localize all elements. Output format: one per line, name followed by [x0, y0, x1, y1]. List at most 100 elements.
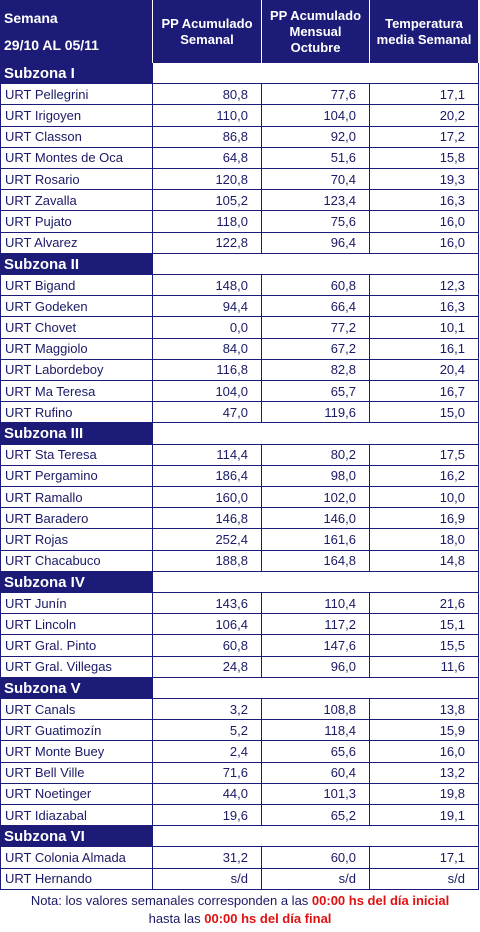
value-cell: 77,2 [262, 317, 370, 339]
value-cell: 16,3 [370, 190, 479, 212]
value-cell: 16,0 [370, 741, 479, 763]
value-cell: 64,8 [153, 147, 262, 169]
value-cell: 101,3 [262, 783, 370, 805]
value-cell: 16,0 [370, 232, 479, 254]
value-cell: 16,1 [370, 338, 479, 360]
note-text: hasta las [148, 911, 205, 926]
header-label: Semana [4, 9, 58, 26]
station-name: URT Zavalla [0, 190, 153, 212]
value-cell: 70,4 [262, 169, 370, 191]
station-name: URT Gral. Villegas [0, 656, 153, 678]
value-cell: 60,8 [262, 275, 370, 297]
value-cell: 19,3 [370, 169, 479, 191]
value-cell: 116,8 [153, 359, 262, 381]
station-name: URT Classon [0, 126, 153, 148]
value-cell: 60,4 [262, 762, 370, 784]
value-cell: 71,6 [153, 762, 262, 784]
value-cell: 31,2 [153, 847, 262, 869]
value-cell: 92,0 [262, 126, 370, 148]
subzone-title: Subzona VI [0, 826, 153, 848]
station-name: URT Monte Buey [0, 741, 153, 763]
value-cell: 51,6 [262, 147, 370, 169]
value-cell: 13,2 [370, 762, 479, 784]
subzone-title: Subzona IV [0, 571, 153, 593]
value-cell: 60,8 [153, 635, 262, 657]
value-cell: 77,6 [262, 84, 370, 106]
value-cell: 186,4 [153, 465, 262, 487]
value-cell: 105,2 [153, 190, 262, 212]
value-cell: 65,6 [262, 741, 370, 763]
blank-cell [153, 253, 479, 275]
value-cell: 15,0 [370, 402, 479, 424]
station-name: URT Sta Teresa [0, 444, 153, 466]
value-cell: 2,4 [153, 741, 262, 763]
station-name: URT Gral. Pinto [0, 635, 153, 657]
value-cell: 17,1 [370, 84, 479, 106]
blank-cell [153, 63, 479, 85]
value-cell: 20,2 [370, 105, 479, 127]
header-label: 29/10 AL 05/11 [4, 37, 99, 54]
blank-cell [153, 677, 479, 699]
value-cell: 5,2 [153, 720, 262, 742]
value-cell: 104,0 [262, 105, 370, 127]
column-header: PP Acumulado Semanal [153, 0, 262, 63]
station-name: URT Ramallo [0, 487, 153, 509]
value-cell: 120,8 [153, 169, 262, 191]
station-name: URT Maggiolo [0, 338, 153, 360]
value-cell: 147,6 [262, 635, 370, 657]
station-name: URT Rufino [0, 402, 153, 424]
column-header: Temperatura media Semanal [370, 0, 479, 63]
value-cell: 0,0 [153, 317, 262, 339]
station-name: URT Irigoyen [0, 105, 153, 127]
station-name: URT Ma Teresa [0, 381, 153, 403]
station-name: URT Junín [0, 593, 153, 615]
value-cell: 80,8 [153, 84, 262, 106]
value-cell: 104,0 [153, 381, 262, 403]
value-cell: 15,1 [370, 614, 479, 636]
header-cell: Semana 29/10 AL 05/11 [0, 0, 153, 63]
value-cell: 119,6 [262, 402, 370, 424]
value-cell: 67,2 [262, 338, 370, 360]
value-cell: 60,0 [262, 847, 370, 869]
value-cell: 146,0 [262, 508, 370, 530]
station-name: URT Montes de Oca [0, 147, 153, 169]
station-name: URT Baradero [0, 508, 153, 530]
value-cell: 21,6 [370, 593, 479, 615]
subzone-title: Subzona II [0, 253, 153, 275]
value-cell: 143,6 [153, 593, 262, 615]
value-cell: 16,7 [370, 381, 479, 403]
value-cell: 86,8 [153, 126, 262, 148]
value-cell: 10,0 [370, 487, 479, 509]
value-cell: 98,0 [262, 465, 370, 487]
station-name: URT Pujato [0, 211, 153, 233]
value-cell: 3,2 [153, 699, 262, 721]
value-cell: 15,5 [370, 635, 479, 657]
value-cell: s/d [153, 868, 262, 890]
value-cell: s/d [262, 868, 370, 890]
station-name: URT Chacabuco [0, 550, 153, 572]
value-cell: 96,0 [262, 656, 370, 678]
value-cell: 146,8 [153, 508, 262, 530]
footnote: Nota: los valores semanales corresponden… [0, 890, 480, 932]
station-name: URT Colonia Almada [0, 847, 153, 869]
value-cell: 102,0 [262, 487, 370, 509]
value-cell: 252,4 [153, 529, 262, 551]
note-highlight: 00:00 hs del día final [204, 911, 332, 926]
station-name: URT Pellegrini [0, 84, 153, 106]
value-cell: 19,1 [370, 805, 479, 827]
value-cell: 20,4 [370, 359, 479, 381]
subzone-title: Subzona V [0, 677, 153, 699]
value-cell: 117,2 [262, 614, 370, 636]
station-name: URT Hernando [0, 868, 153, 890]
value-cell: 123,4 [262, 190, 370, 212]
value-cell: 75,6 [262, 211, 370, 233]
value-cell: 108,8 [262, 699, 370, 721]
value-cell: 122,8 [153, 232, 262, 254]
value-cell: 24,8 [153, 656, 262, 678]
value-cell: 161,6 [262, 529, 370, 551]
station-name: URT Rojas [0, 529, 153, 551]
value-cell: 110,0 [153, 105, 262, 127]
value-cell: 96,4 [262, 232, 370, 254]
station-name: URT Guatimozín [0, 720, 153, 742]
value-cell: 164,8 [262, 550, 370, 572]
